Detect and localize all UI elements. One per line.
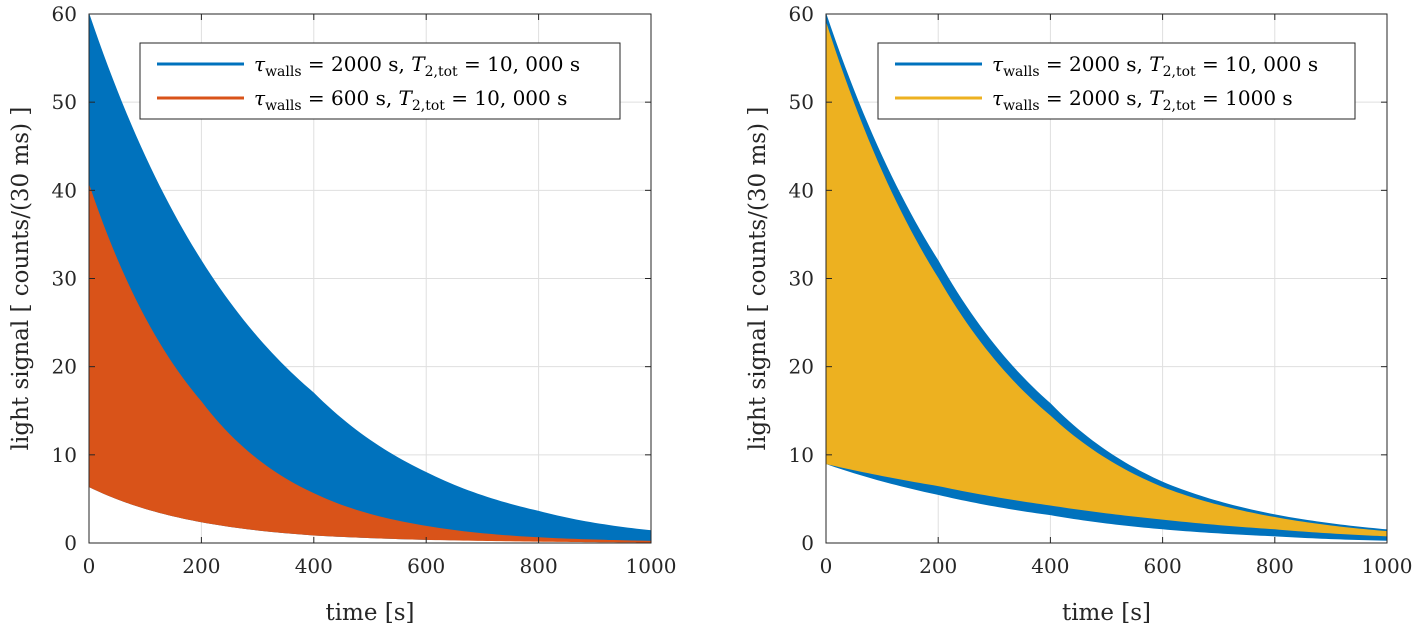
x-tick-label: 1000 xyxy=(1362,554,1413,578)
y-axis-label: light signal [ counts/(30 ms) ] xyxy=(745,107,771,451)
y-tick-label: 0 xyxy=(64,531,77,555)
y-tick-label: 10 xyxy=(789,443,814,467)
x-tick-label: 0 xyxy=(83,554,96,578)
x-tick-label: 400 xyxy=(295,554,333,578)
legend-entry-2: τwalls = 2000 s, T2,tot = 1000 s xyxy=(992,86,1293,114)
chart-panel-1: 0 200 400 600 800 1000 0 10 20 30 40 50 60 time [s] li… xyxy=(8,2,676,626)
chart-panel-2: 0 200 400 600 800 1000 0 10 20 30 40 50 60 time [s] li… xyxy=(745,2,1412,626)
x-axis-label: time [s] xyxy=(325,600,414,626)
x-tick-label: 600 xyxy=(1144,554,1182,578)
y-tick-label: 60 xyxy=(52,2,77,26)
x-tick-label: 0 xyxy=(820,554,833,578)
y-tick-label: 20 xyxy=(789,355,814,379)
y-tick-label: 60 xyxy=(789,2,814,26)
y-tick-label: 20 xyxy=(52,355,77,379)
x-tick-label: 200 xyxy=(919,554,957,578)
x-tick-label: 800 xyxy=(520,554,558,578)
x-axis-label: time [s] xyxy=(1062,600,1151,626)
legend-entry-1: τwalls = 2000 s, T2,tot = 10, 000 s xyxy=(992,52,1318,80)
y-axis-label: light signal [ counts/(30 ms) ] xyxy=(8,107,34,451)
legend: τwalls = 2000 s, T2,tot = 10, 000 s τwall… xyxy=(139,42,621,120)
x-tick-label: 1000 xyxy=(626,554,677,578)
legend-entry-1: τwalls = 2000 s, T2,tot = 10, 000 s xyxy=(254,52,580,80)
x-tick-label: 200 xyxy=(182,554,220,578)
x-tick-label: 400 xyxy=(1031,554,1069,578)
y-tick-label: 40 xyxy=(52,178,77,202)
y-tick-label: 10 xyxy=(52,443,77,467)
y-tick-label: 40 xyxy=(789,178,814,202)
y-tick-label: 30 xyxy=(52,267,77,291)
y-tick-label: 50 xyxy=(789,90,814,114)
legend-box xyxy=(877,42,1356,120)
legend-entry-2: τwalls = 600 s, T2,tot = 10, 000 s xyxy=(254,86,567,114)
y-tick-label: 50 xyxy=(52,90,77,114)
x-tick-label: 600 xyxy=(407,554,445,578)
x-tick-label: 800 xyxy=(1256,554,1294,578)
y-tick-label: 0 xyxy=(801,531,814,555)
legend: τwalls = 2000 s, T2,tot = 10, 000 s τwall… xyxy=(877,42,1356,120)
legend-box xyxy=(139,42,621,120)
y-tick-label: 30 xyxy=(789,267,814,291)
